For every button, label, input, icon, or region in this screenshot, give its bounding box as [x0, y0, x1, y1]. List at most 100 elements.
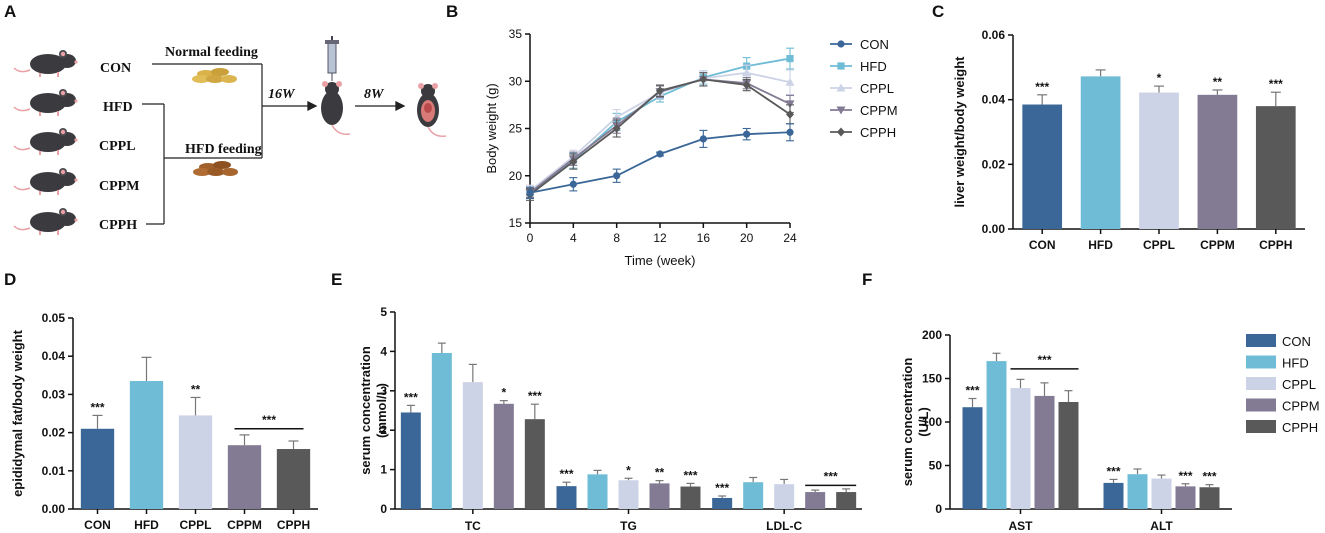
- x-tick-label: CPPL: [1143, 238, 1175, 252]
- data-point-con: [526, 189, 534, 197]
- bar-alt-cppm: [1175, 486, 1196, 509]
- series-cpph: [526, 72, 794, 201]
- significance-marker: ***: [715, 481, 729, 495]
- group-label-cpph: CPPH: [99, 218, 137, 233]
- x-tick-label: 16: [697, 231, 711, 245]
- bar-ldl-c-cppl: [774, 484, 795, 509]
- bar-group-tc-hfd: [431, 342, 452, 509]
- bar-tc-cppm: [493, 403, 514, 509]
- significance-marker: **: [655, 466, 665, 480]
- legend-marker-cpph: [837, 127, 845, 137]
- bar-ldl-c-cpph: [836, 492, 857, 509]
- bar-group-cppl: **: [178, 382, 213, 509]
- mouse-nose: [74, 60, 78, 64]
- bar-ast-cpph: [1058, 401, 1079, 509]
- mouse-ear-inner: [60, 129, 66, 135]
- series-con: [526, 123, 794, 199]
- bar-group-ldl-c-cppl: [774, 478, 795, 509]
- bar-con: [80, 428, 115, 509]
- bar-group-ast-hfd: [986, 352, 1007, 509]
- chart-legend: CON HFD CPPL CPPM CPPH: [1246, 334, 1320, 435]
- bar-group-tg-cpph: ***: [680, 468, 701, 509]
- significance-marker: ***: [404, 390, 418, 404]
- data-point-cpph: [742, 80, 751, 90]
- mouse-body: [30, 132, 66, 152]
- y-tick-label: 0.05: [42, 311, 66, 325]
- legend-label-hfd: HFD: [860, 59, 887, 74]
- y-tick-label: 0: [935, 502, 942, 516]
- significance-marker: *: [501, 386, 506, 400]
- mouse-body: [30, 93, 66, 113]
- significance-marker: ***: [90, 400, 104, 414]
- bar-group-cppl: *: [1139, 71, 1179, 229]
- mouse-body: [30, 54, 66, 74]
- y-tick-label: 20: [509, 169, 523, 183]
- x-tick-label: 24: [783, 231, 797, 245]
- bar-ast-hfd: [986, 361, 1007, 509]
- data-point-con: [786, 128, 794, 136]
- mouse-nose: [74, 178, 78, 182]
- x-tick-label: LDL-C: [766, 519, 802, 533]
- significance-marker: ***: [1035, 80, 1049, 94]
- bar-group-ast-cpph: [1058, 390, 1079, 509]
- y-tick-label: 50: [929, 459, 943, 473]
- mouse-nose: [74, 138, 78, 142]
- legend-swatch-hfd: [1246, 355, 1276, 369]
- bar-tg-cppl: [618, 480, 639, 509]
- bar-ast-con: [962, 407, 983, 509]
- bar-alt-cppl: [1151, 478, 1172, 509]
- fat-ratio-chart: 0.00 0.01 0.02 0.03 0.04 0.05 epididymal fat/b…: [10, 311, 318, 532]
- y-tick-label: 5: [380, 305, 387, 319]
- bar-group-cpph: [276, 440, 311, 509]
- legend-label-cppm: CPPM: [860, 103, 898, 118]
- data-point-cpph: [786, 109, 794, 119]
- mouse-tail: [13, 185, 31, 191]
- data-point-con: [743, 130, 751, 138]
- mouse-tail: [13, 225, 31, 231]
- duration-16w-label: 16W: [268, 87, 296, 102]
- bar-tc-cppl: [462, 382, 483, 509]
- mouse-icon-1: [13, 50, 78, 77]
- bar-group-tg-hfd: [587, 469, 608, 509]
- supine-mouse-icon: [321, 81, 351, 136]
- bar-alt-cpph: [1199, 487, 1220, 509]
- data-point-con: [613, 172, 621, 180]
- bar-group-tg-con: ***: [556, 467, 577, 509]
- panel-label-a: A: [4, 2, 16, 21]
- significance-marker: *: [626, 463, 631, 477]
- group-label-con: CON: [100, 61, 131, 76]
- mouse-icon-2: [13, 89, 78, 116]
- bar-group-ast-cppm: [1034, 382, 1055, 509]
- bar-ast-cppl: [1010, 388, 1031, 509]
- y-tick-label: 0.02: [982, 157, 1006, 171]
- bar-tc-cpph: [524, 419, 545, 509]
- x-tick-label: CON: [1029, 238, 1056, 252]
- y-tick-label: 2: [380, 423, 387, 437]
- bar-ldl-c-hfd: [743, 482, 764, 509]
- bar-hfd: [1080, 76, 1121, 230]
- mouse-body: [30, 212, 66, 232]
- panel-label-c: C: [932, 2, 944, 21]
- y-axis-label: liver weight/body weight: [952, 56, 967, 208]
- experiment-schematic: CON HFD CPPL CPPM CPPH Normal feeding HF…: [13, 36, 447, 235]
- significance-marker: ***: [262, 413, 276, 427]
- y-axis-label: serum concentration(U/L): [900, 358, 931, 487]
- bar-con: [1022, 104, 1063, 229]
- data-point-hfd: [786, 54, 794, 63]
- bar-group-tg-cppl: *: [618, 463, 639, 509]
- bar-group-ldl-c-cpph: [836, 488, 857, 509]
- mouse-icon-5: [13, 208, 78, 235]
- bar-group-tc-cppl: [462, 363, 483, 509]
- bar-ldl-c-con: [712, 497, 733, 509]
- bar-group-alt-con: ***: [1103, 464, 1124, 509]
- liver-ratio-chart: 0.00 0.02 0.04 0.06 liver weight/body weight…: [952, 28, 1305, 252]
- y-tick-label: 0.04: [982, 93, 1006, 107]
- bar-cppl: [1139, 92, 1179, 229]
- significance-marker: **: [191, 382, 201, 396]
- x-tick-label: 0: [527, 231, 534, 245]
- bar-group-ldl-c-con: ***: [712, 481, 733, 509]
- bar-tg-cpph: [680, 486, 701, 509]
- significance-marker: **: [1213, 75, 1223, 89]
